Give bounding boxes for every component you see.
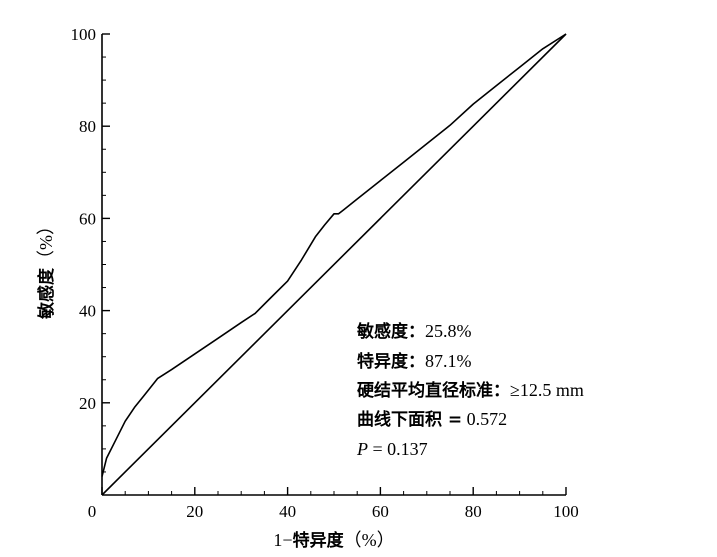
annotation-sensitivity-value: 25.8% — [425, 321, 472, 341]
y-axis-title: 敏感度（%） — [36, 217, 57, 320]
x-tick-label: 80 — [465, 502, 482, 521]
x-tick-label: 40 — [279, 502, 296, 521]
reference-diagonal-line — [101, 33, 567, 496]
y-axis: 20 40 60 80 100 — [71, 25, 110, 495]
annotation-sensitivity: 敏感度：25.8% — [356, 321, 472, 342]
x-axis-title-prefix: 1− — [273, 530, 292, 550]
annotation-criterion-value: ≥12.5 mm — [510, 380, 584, 400]
y-tick-label: 60 — [79, 209, 96, 228]
annotation-p-value: P = 0.137 — [356, 439, 428, 459]
x-axis: 0 20 40 60 80 100 — [88, 487, 579, 521]
y-axis-title-unit: （%） — [36, 217, 56, 268]
x-tick-label: 0 — [88, 502, 97, 521]
x-axis-title: 1−特异度（%） — [273, 530, 394, 551]
annotation-auc: 曲线下面积 = 0.572 — [357, 409, 507, 430]
y-axis-title-text: 敏感度 — [36, 267, 57, 320]
annotation-specificity-value: 87.1% — [425, 351, 472, 371]
annotation-specificity: 特异度：87.1% — [357, 351, 472, 372]
x-tick-label: 100 — [553, 502, 579, 521]
x-tick-label: 60 — [372, 502, 389, 521]
annotation-criterion-label: 硬结平均直径标准： — [357, 380, 510, 401]
annotation-specificity-label: 特异度： — [357, 351, 425, 372]
series-layer — [101, 33, 567, 496]
x-axis-title-text: 特异度 — [293, 530, 345, 551]
annotation-criterion: 硬结平均直径标准：≥12.5 mm — [357, 380, 584, 401]
annotation-p-rest: = 0.137 — [368, 439, 428, 459]
y-tick-label: 80 — [79, 117, 96, 136]
annotation-auc-value: 0.572 — [462, 409, 507, 429]
annotation-sensitivity-label: 敏感度： — [356, 321, 425, 342]
y-tick-label: 100 — [71, 25, 97, 44]
x-axis-title-unit: （%） — [344, 530, 395, 550]
x-tick-label: 20 — [186, 502, 203, 521]
y-tick-label: 40 — [79, 302, 96, 321]
y-tick-label: 20 — [79, 394, 96, 413]
annotation-p-letter: P — [356, 439, 368, 459]
annotation-auc-label: 曲线下面积 = — [357, 409, 462, 430]
roc-curve-line — [101, 33, 567, 477]
annotation-block: 敏感度：25.8% 特异度：87.1% 硬结平均直径标准：≥12.5 mm 曲线… — [356, 321, 584, 459]
